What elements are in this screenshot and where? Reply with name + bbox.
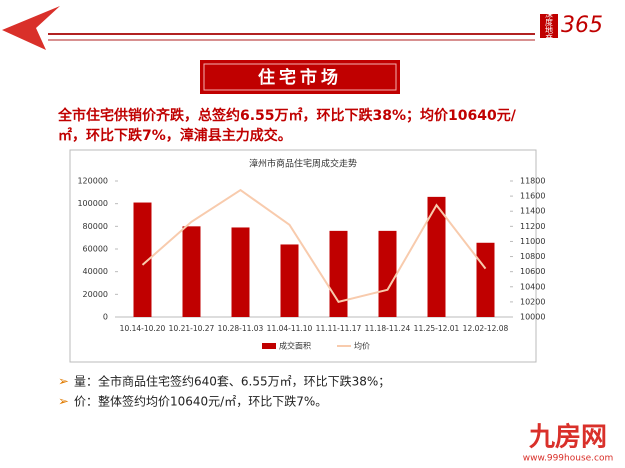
legend-swatch [262,343,276,349]
y2-tick-label: 11600 [520,192,545,201]
bullet-icon: ➢ [58,395,69,410]
x-tick-label: 12.02-12.08 [463,324,509,333]
logo-text: 深度地产 [545,10,554,43]
bar [378,230,397,317]
chart-title: 漳州市商品住宅周成交走势 [249,158,357,170]
logo-box [540,14,558,38]
y2-tick-label: 10600 [520,267,545,276]
x-tick-label: 10.21-10.27 [169,324,215,333]
bar [280,244,299,317]
y2-tick-label: 11000 [520,237,545,246]
bar [329,230,348,317]
y2-tick-label: 10200 [520,297,545,306]
chart: 0 20000 40000 60000 80000 100000 120000 10000 10… [77,177,545,351]
line [141,188,487,304]
footer-brand: 九房网 [528,423,607,453]
y2-tick-label: 10800 [520,252,545,261]
y-tick-label: 0 [103,313,108,322]
bullet-icon: ➢ [58,375,69,390]
bar [476,242,495,317]
x-tick-label: 11.25-12.01 [414,324,460,333]
y2-tick-label: 11800 [520,177,545,186]
y-tick-label: 100000 [77,199,108,208]
bar [133,202,152,317]
headline: 全市住宅供销价齐跌，总签约6.55万㎡，环比下跌38%；均价10640元/ [57,107,517,124]
y-tick-label: 60000 [83,245,108,254]
x-tick-label: 10.28-11.03 [218,324,264,333]
y2-tick-label: 11400 [520,207,545,216]
y-tick-label: 40000 [83,267,108,276]
bar [231,227,250,317]
bar [427,196,446,317]
x-tick-label: 10.14-10.20 [120,324,166,333]
legend-label: 成交面积 [279,341,311,351]
bullet: 量：全市商品住宅签约640套、6.55万㎡，环比下跌38%； [74,374,390,389]
bar [182,226,201,317]
y-tick-label: 80000 [83,222,108,231]
bullet: 价：整体签约均价10640元/㎡，环比下跌7%。 [74,394,327,409]
x-tick-label: 11.04-11.10 [267,324,313,333]
section-frame [203,63,397,91]
legend-label: 均价 [354,341,370,351]
y-tick-label: 120000 [77,177,108,186]
logo-number: 365 [561,13,603,38]
section-title: 住宅市场 [258,67,342,88]
y2-tick-label: 10000 [520,313,545,322]
y2-tick-label: 11200 [520,222,545,231]
x-tick-label: 11.11-11.17 [316,324,362,333]
arrow-logo [2,6,60,50]
footer-url: www.999house.com [523,454,614,464]
x-tick-label: 11.18-11.24 [365,324,411,333]
y2-tick-label: 10400 [520,282,545,291]
headline: ㎡，环比下跌7%，漳浦县主力成交。 [58,127,292,144]
y-tick-label: 20000 [83,290,108,299]
section-box [200,60,400,94]
